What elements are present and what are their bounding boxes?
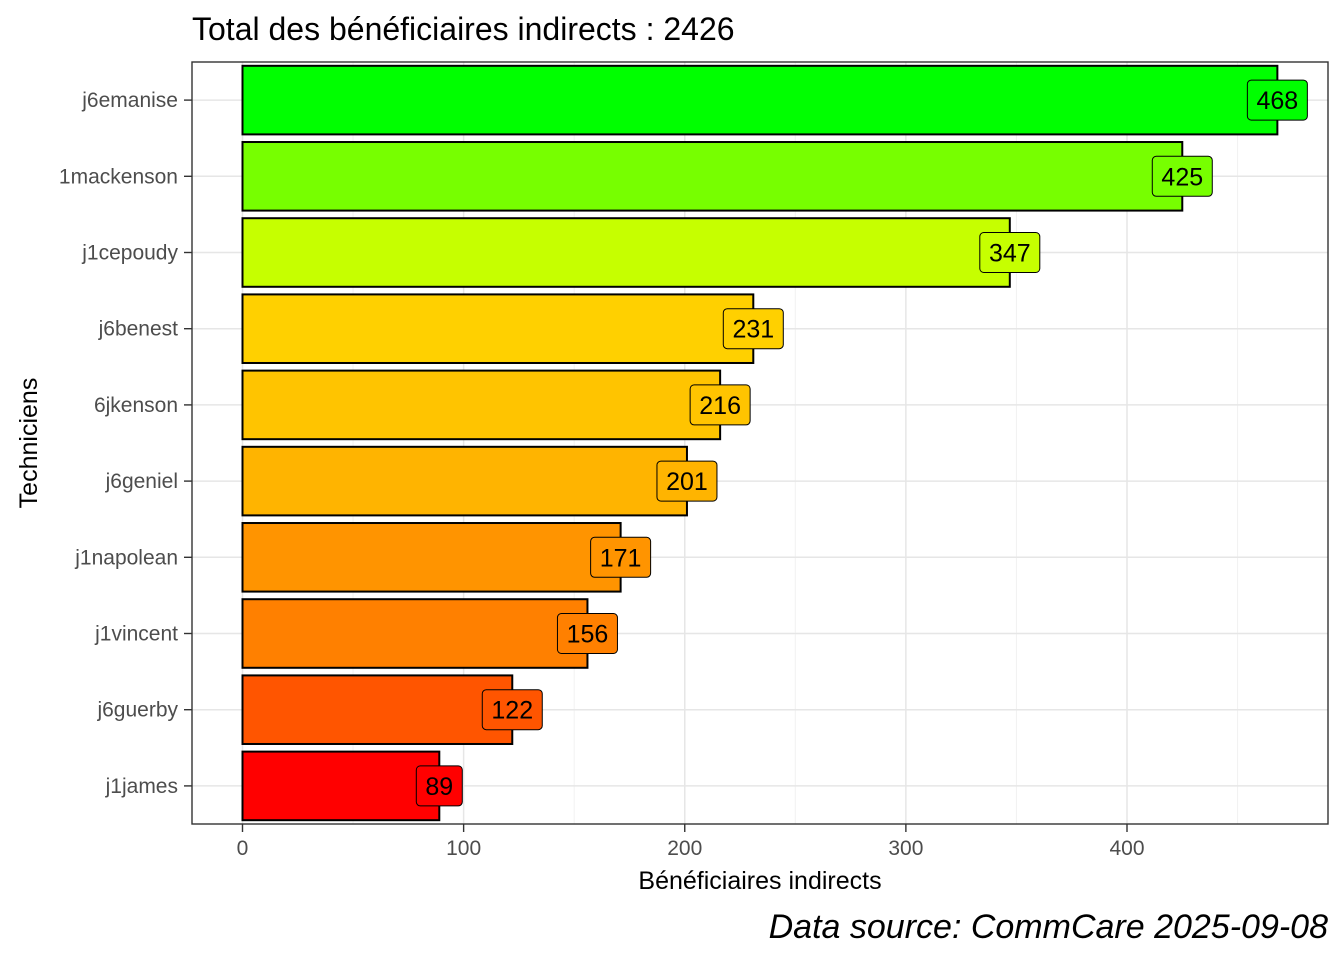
- data-label-box: [722, 308, 784, 350]
- data-label-box: [1246, 79, 1308, 121]
- bars: 468 425 347 231 216 201 171 156 122 89: [241, 64, 1308, 822]
- bar: [241, 598, 589, 669]
- y-tick-label: 6jkenson: [94, 394, 178, 417]
- y-tick-label: j6geniel: [105, 470, 178, 493]
- data-label-box: [481, 689, 543, 731]
- chart-caption: Data source: CommCare 2025-09-08: [769, 908, 1328, 946]
- data-label: 122: [491, 697, 533, 725]
- data-label-box: [590, 536, 652, 578]
- data-label-box: [1151, 155, 1213, 197]
- data-label: 347: [989, 240, 1031, 268]
- y-tick-label: j6guerby: [96, 699, 178, 722]
- data-label: 231: [732, 316, 774, 344]
- x-tick-label: 300: [888, 837, 923, 860]
- x-axis: 0 100 200 300 400: [237, 824, 1145, 860]
- y-axis: j6emanise 1mackenson j1cepoudy j6benest 6jke…: [59, 89, 192, 798]
- bar: [241, 674, 514, 745]
- bar: [241, 445, 688, 517]
- data-label-box: [415, 765, 463, 807]
- bar: [241, 64, 1279, 136]
- y-tick-label: j6emanise: [81, 89, 178, 112]
- y-tick-label: 1mackenson: [59, 165, 178, 188]
- data-label: 201: [666, 468, 708, 496]
- x-tick-label: 100: [446, 837, 481, 860]
- data-label: 89: [425, 773, 453, 801]
- x-tick-label: 400: [1109, 837, 1144, 860]
- x-axis-title: Bénéficiaires indirects: [638, 867, 881, 895]
- data-label-box: [656, 460, 718, 502]
- y-tick-label: j1vincent: [94, 623, 178, 646]
- x-tick-label: 200: [667, 837, 702, 860]
- chart-title: Total des bénéficiaires indirects : 2426: [192, 11, 735, 47]
- y-tick-label: j1james: [105, 775, 178, 798]
- y-tick-label: j1napolean: [74, 546, 178, 569]
- bar: [241, 141, 1184, 212]
- bar: [241, 522, 622, 593]
- data-label-box: [556, 613, 618, 654]
- bar: [241, 293, 755, 364]
- y-axis-title: Techniciens: [15, 378, 43, 509]
- data-label: 156: [567, 621, 609, 649]
- data-label: 171: [600, 544, 642, 572]
- bar: [241, 369, 722, 441]
- bar: [241, 750, 441, 822]
- data-label-box: [979, 232, 1041, 273]
- y-tick-label: j1cepoudy: [81, 242, 178, 265]
- y-tick-label: j6benest: [98, 318, 179, 341]
- data-label: 425: [1161, 163, 1203, 191]
- panel-border: [191, 61, 1329, 825]
- data-label: 468: [1257, 87, 1299, 115]
- data-label: 216: [699, 392, 741, 420]
- data-label-box: [689, 384, 751, 426]
- x-tick-label: 0: [237, 837, 249, 860]
- bar: [241, 217, 1011, 288]
